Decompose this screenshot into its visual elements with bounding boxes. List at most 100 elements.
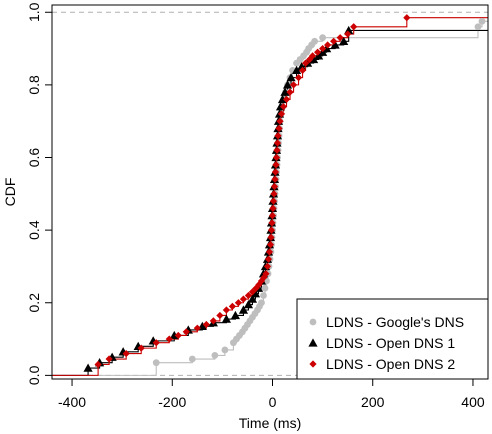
data-point <box>330 37 338 45</box>
data-point <box>193 324 201 332</box>
data-point <box>221 346 229 354</box>
data-point <box>216 311 224 320</box>
x-tick-label: 200 <box>361 394 385 410</box>
data-point <box>291 65 302 75</box>
x-tick-label: 0 <box>269 394 277 410</box>
legend-label: LDNS - Open DNS 1 <box>326 335 455 351</box>
data-point <box>258 299 265 307</box>
data-point <box>270 182 279 191</box>
data-point <box>262 270 270 278</box>
data-point <box>267 226 276 234</box>
legend-label: LDNS - Google's DNS <box>326 314 464 330</box>
data-point <box>305 55 314 64</box>
data-point <box>478 17 486 25</box>
data-point <box>277 110 286 118</box>
data-point <box>202 320 210 329</box>
data-point <box>474 23 482 31</box>
data-point <box>221 314 231 323</box>
data-point <box>314 48 322 56</box>
data-point <box>260 292 267 299</box>
y-axis-label: CDF <box>2 178 18 207</box>
legend: LDNS - Google's DNS LDNS - Open DNS 1 LDNS… <box>296 298 489 380</box>
data-point <box>276 117 284 125</box>
y-tick-label: 0.0 <box>26 365 42 385</box>
data-point <box>265 248 274 256</box>
data-point <box>330 40 340 49</box>
data-point <box>286 88 294 96</box>
data-point <box>188 355 196 363</box>
data-point <box>238 305 249 314</box>
legend-marker <box>308 338 318 347</box>
y-tick-label: 0.8 <box>26 75 42 95</box>
data-point <box>301 59 310 67</box>
legend-marker <box>309 318 317 326</box>
y-tick-label: 0.2 <box>26 293 42 313</box>
data-point <box>280 87 290 96</box>
data-point <box>269 204 277 212</box>
legend-marker <box>309 360 317 368</box>
x-tick-label: -400 <box>58 394 86 410</box>
data-point <box>270 190 278 198</box>
data-point <box>165 335 173 343</box>
data-point <box>282 80 293 89</box>
legend-label: LDNS - Open DNS 2 <box>326 356 455 372</box>
series-markers <box>83 14 486 372</box>
data-point <box>137 344 145 352</box>
x-axis: -400 -200 0 200 400 <box>58 378 485 410</box>
y-tick-label: 0.6 <box>26 148 42 168</box>
data-point <box>350 23 358 31</box>
data-point <box>274 132 282 140</box>
data-point <box>275 124 283 133</box>
data-point <box>324 41 332 49</box>
data-point <box>273 139 282 147</box>
data-point <box>152 339 160 347</box>
data-point <box>279 103 288 111</box>
data-point <box>239 295 248 303</box>
data-point <box>267 233 275 241</box>
data-point <box>308 52 317 60</box>
data-point <box>209 317 217 325</box>
x-tick-label: -200 <box>158 394 186 410</box>
data-point <box>105 355 113 363</box>
data-point <box>243 299 254 309</box>
data-point <box>272 153 281 162</box>
data-point <box>272 161 280 169</box>
data-point <box>289 81 298 89</box>
data-point <box>263 262 272 271</box>
data-point <box>228 302 237 310</box>
data-point <box>250 289 261 298</box>
data-point <box>271 168 280 176</box>
data-point <box>83 363 93 372</box>
data-point <box>234 299 243 307</box>
data-point <box>94 360 102 369</box>
data-point <box>344 30 352 38</box>
data-point <box>311 37 319 45</box>
data-point <box>182 328 190 336</box>
data-point <box>282 95 291 104</box>
data-point <box>264 255 273 263</box>
data-point <box>336 34 344 42</box>
data-point <box>222 306 230 314</box>
data-point <box>269 197 278 205</box>
data-point <box>230 310 241 320</box>
data-point <box>122 349 130 358</box>
x-axis-label: Time (ms) <box>239 415 301 431</box>
data-point <box>211 351 219 359</box>
data-point <box>319 44 327 53</box>
data-point <box>294 74 303 82</box>
y-axis: 0.0 0.2 0.4 0.6 0.8 1.0 <box>26 2 52 385</box>
x-tick-label: 400 <box>461 394 485 410</box>
data-point <box>244 291 253 300</box>
data-point <box>174 331 182 340</box>
data-point <box>298 66 307 74</box>
data-point <box>286 73 296 82</box>
data-point <box>261 284 269 292</box>
y-tick-label: 1.0 <box>26 2 42 22</box>
data-point <box>266 241 275 249</box>
data-point <box>273 146 281 154</box>
data-point <box>403 14 411 22</box>
data-point <box>268 212 277 220</box>
data-point <box>247 294 258 303</box>
legend-box <box>296 298 489 380</box>
